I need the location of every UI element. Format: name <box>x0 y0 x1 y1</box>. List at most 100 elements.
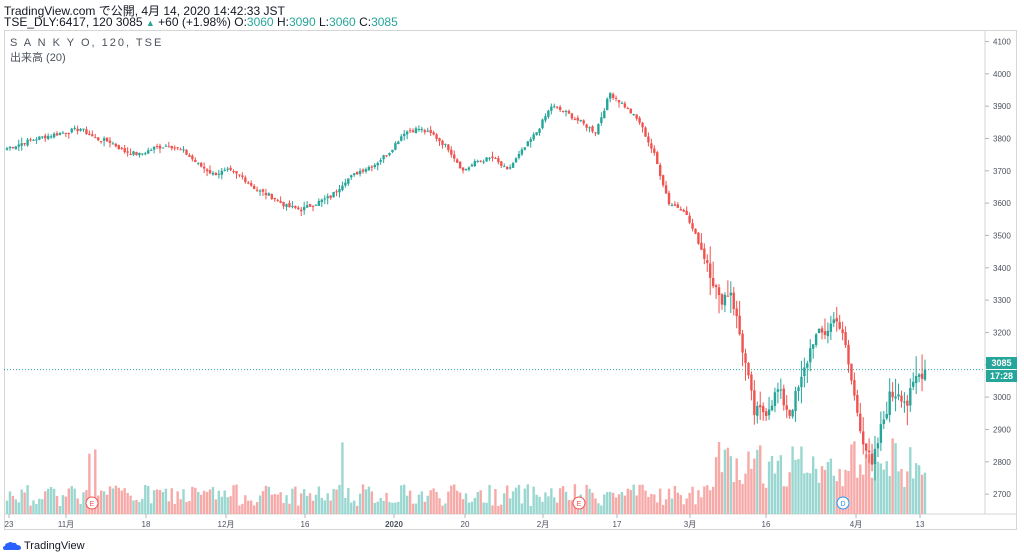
volume-bar <box>473 497 477 514</box>
volume-bar <box>773 473 777 514</box>
candle-body <box>305 205 309 208</box>
volume-bar <box>744 473 747 514</box>
candle-body <box>606 98 609 111</box>
volume-bar <box>788 472 791 514</box>
volume-bar <box>194 487 197 514</box>
volume-bar <box>676 492 680 514</box>
candle-body <box>738 315 741 335</box>
candle-body <box>561 110 565 112</box>
volume-bar <box>188 500 191 514</box>
volume-bar <box>135 499 138 514</box>
volume-bar <box>176 491 179 514</box>
volume-bar <box>523 488 527 514</box>
x-tick-label: 12月 <box>218 520 235 529</box>
volume-bar <box>564 491 568 514</box>
candle-body <box>661 175 665 186</box>
candle-body <box>373 164 376 168</box>
volume-bar <box>470 501 474 514</box>
volume-bar <box>741 484 744 514</box>
candle-body <box>64 132 68 134</box>
candle-body <box>258 190 262 192</box>
candle-body <box>120 147 123 149</box>
volume-bar <box>544 492 547 514</box>
candle-body <box>252 186 256 189</box>
candle-body <box>520 149 524 155</box>
volume-bar <box>864 454 868 514</box>
volume-bar <box>647 496 650 514</box>
volume-bar <box>685 498 688 514</box>
candle-body <box>747 363 750 376</box>
x-tick-label: 23 <box>5 520 14 529</box>
close-value: 3085 <box>371 15 398 29</box>
volume-bar <box>52 488 56 514</box>
chart-pane[interactable] <box>4 30 1017 530</box>
candle-body <box>903 401 906 403</box>
candle-body <box>323 198 326 200</box>
candle-body <box>779 389 783 391</box>
publish-info: TradingView.com で公開, 4月 14, 2020 14:42:3… <box>4 4 285 18</box>
volume-bar <box>291 488 294 514</box>
volume-bar <box>791 446 794 514</box>
volume-bar <box>155 489 159 514</box>
candle-body <box>626 108 630 110</box>
volume-bar <box>817 482 821 514</box>
volume-bar <box>697 490 700 514</box>
volume-bar <box>358 493 362 514</box>
change-arrow-icon: ▲ <box>145 18 155 28</box>
candle-body <box>600 117 603 124</box>
volume-bar <box>850 444 853 514</box>
volume-bar <box>809 473 812 514</box>
volume-bar <box>447 491 450 514</box>
earnings-marker <box>85 496 99 510</box>
volume-bar <box>411 503 415 514</box>
candle-body <box>611 94 615 98</box>
volume-bar <box>167 501 171 514</box>
change-text: +60 (+1.98%) <box>158 15 231 29</box>
candle-body <box>194 159 197 163</box>
candle-body <box>326 196 329 199</box>
candle-body <box>435 134 438 139</box>
dividend-marker <box>836 496 850 510</box>
volume-bar <box>152 490 156 514</box>
candle-body <box>570 113 574 119</box>
low-label: L: <box>319 15 330 29</box>
candle-body <box>476 160 479 162</box>
candle-body <box>820 328 824 333</box>
candle-body <box>202 166 206 169</box>
candle-body <box>494 157 497 159</box>
candle-body <box>405 131 409 135</box>
candle-body <box>632 113 635 115</box>
volume-bar <box>11 495 15 514</box>
volume-bar <box>99 490 103 514</box>
volume-bar <box>170 488 173 514</box>
candle-body <box>864 443 868 451</box>
candle-body <box>667 192 671 205</box>
volume-bar <box>414 503 418 514</box>
candle-body <box>361 169 365 172</box>
candle-body <box>700 242 703 250</box>
volume-bar <box>691 486 694 514</box>
volume-bar <box>211 487 215 514</box>
volume-bar <box>73 488 76 514</box>
volume-bar <box>111 488 115 514</box>
volume-bar <box>553 497 556 514</box>
volume-bar <box>547 496 550 514</box>
candle-body <box>250 183 253 186</box>
low-value: 3060 <box>329 15 356 29</box>
volume-bar <box>917 465 921 514</box>
candle-body <box>176 147 179 149</box>
volume-bar <box>735 458 738 514</box>
volume-bar <box>879 463 883 514</box>
volume-bar <box>441 505 444 514</box>
volume-bar <box>341 442 344 514</box>
candle-body <box>276 199 279 201</box>
candle-body <box>538 128 541 133</box>
volume-bar <box>223 490 226 514</box>
volume-bar <box>661 504 665 514</box>
volume-bar <box>364 489 368 514</box>
tradingview-logo[interactable]: TradingView <box>3 540 85 552</box>
candle-body <box>894 396 897 399</box>
candle-body <box>785 405 788 410</box>
volume-bar <box>497 505 500 514</box>
